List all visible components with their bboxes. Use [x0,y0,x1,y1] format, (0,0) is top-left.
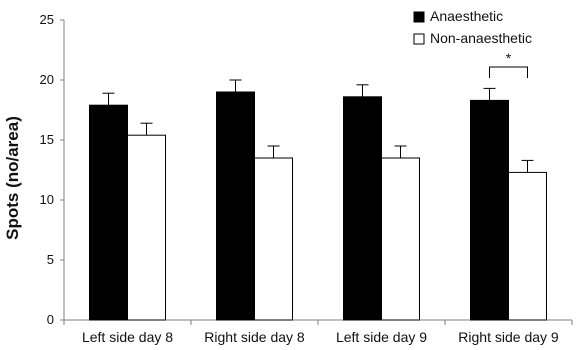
y-tick-label-2: 10 [40,192,54,207]
legend-label-non-anaesthetic: Non-anaesthetic [430,30,532,46]
x-category-label-0: Left side day 8 [82,329,173,345]
y-tick-label-4: 20 [40,72,54,87]
bar-anaesthetic-2 [343,96,382,321]
y-tick-label-5: 25 [40,12,54,27]
bar-anaesthetic-1 [216,91,255,321]
x-category-label-2: Left side day 9 [336,329,427,345]
bar-non-anaesthetic-2 [381,157,420,321]
legend-swatch-non-anaesthetic [413,33,425,45]
x-category-label-3: Right side day 9 [458,329,559,345]
legend-label-anaesthetic: Anaesthetic [430,8,503,24]
bar-non-anaesthetic-3 [508,171,547,321]
bar-non-anaesthetic-1 [254,157,293,321]
bar-anaesthetic-0 [89,104,128,321]
x-category-label-1: Right side day 8 [204,329,305,345]
y-tick-label-1: 5 [47,252,54,267]
legend-swatch-anaesthetic [413,11,425,23]
y-axis-title: Spots (no/area) [3,116,22,240]
significance-bracket [489,66,528,78]
significance-star: * [506,50,512,66]
y-tick-label-3: 15 [40,132,54,147]
bar-non-anaesthetic-0 [127,134,166,321]
bar-anaesthetic-3 [470,99,509,321]
y-tick-label-0: 0 [47,312,54,327]
